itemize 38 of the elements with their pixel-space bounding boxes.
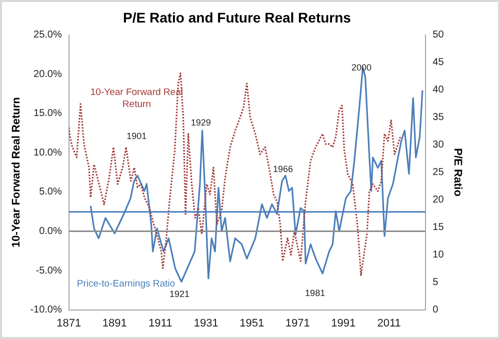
y-tick-label: 20.0% [34, 68, 62, 80]
y-tick-label: 5.0% [39, 186, 62, 198]
y2-tick-label: 40 [432, 84, 444, 96]
y2-axis-title: P/E Ratio [451, 148, 464, 197]
annotation: 1981 [305, 288, 326, 298]
y2-tick-label: 50 [432, 30, 444, 41]
y2-tick-label: 25 [432, 167, 444, 178]
x-tick-label: 1931 [194, 317, 218, 330]
y2-tick-label: 35 [432, 112, 444, 124]
y-tick-label: 25.0% [34, 30, 62, 41]
y2-tick-label: 10 [432, 250, 444, 261]
y2-tick-label: 0 [432, 304, 439, 316]
x-tick-label: 1951 [240, 317, 264, 330]
series-label: Price-to-Earnings Ratio [76, 278, 176, 290]
y-tick-label: 15.0% [34, 108, 62, 120]
y-tick-label: 0.0% [39, 226, 62, 237]
annotation: 2000 [351, 62, 372, 72]
y-tick-label: -10.0% [30, 304, 62, 316]
x-tick-label: 1971 [285, 317, 310, 330]
y-tick-label: -5.0% [36, 265, 62, 276]
y2-tick-label: 30 [432, 140, 444, 151]
annotation: 1901 [126, 131, 147, 142]
x-tick-label: 1871 [56, 317, 82, 330]
line-series [68, 72, 402, 276]
annotation: 1929 [190, 117, 211, 128]
y-tick-label: 10.0% [34, 147, 62, 158]
annotation: 1921 [169, 289, 190, 300]
y2-tick-label: 20 [432, 194, 444, 206]
x-tick-label: 2011 [377, 317, 401, 330]
y-axis-title: 10-Year Forward Real Return [10, 96, 23, 248]
x-tick-label: 1911 [148, 317, 172, 330]
x-tick-label: 1991 [331, 317, 356, 330]
annotation: 1966 [272, 164, 293, 174]
y2-tick-label: 5 [432, 277, 439, 288]
y2-tick-label: 15 [432, 222, 444, 234]
x-tick-label: 1891 [102, 317, 127, 330]
y2-tick-label: 45 [432, 57, 444, 68]
chart-title: P/E Ratio and Future Real Returns [123, 9, 352, 26]
